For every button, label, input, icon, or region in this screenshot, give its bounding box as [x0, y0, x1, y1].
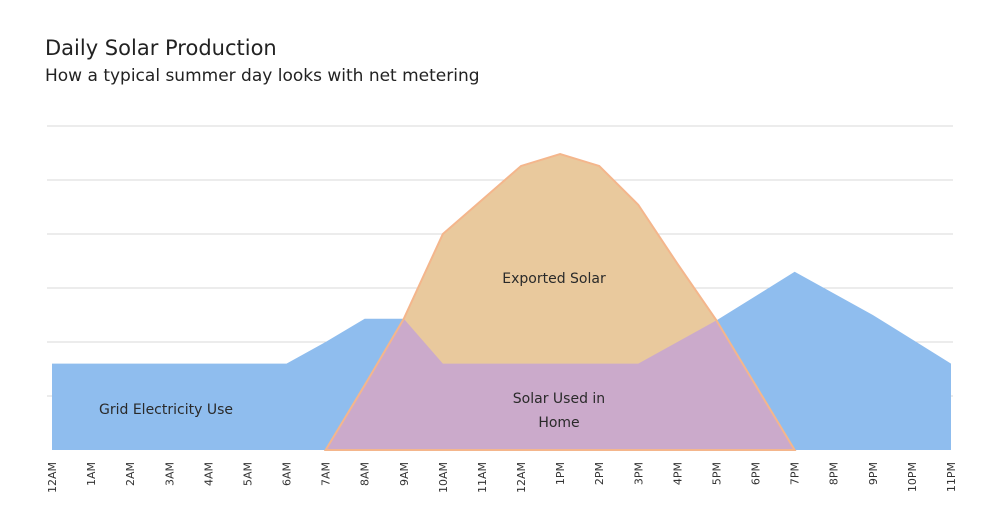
chart-title: Daily Solar Production [45, 36, 277, 60]
x-tick-label: 8PM [828, 462, 841, 485]
x-tick-label: 3PM [632, 462, 645, 485]
x-tick-label: 6AM [281, 462, 294, 486]
annotation-solar-used-line1: Solar Used in [513, 391, 605, 407]
chart-subtitle: How a typical summer day looks with net … [45, 66, 480, 86]
x-tick-label: 7PM [789, 462, 802, 485]
x-tick-label: 5AM [241, 462, 254, 486]
x-tick-label: 1PM [554, 462, 567, 485]
x-tick-label: 5PM [710, 462, 723, 485]
x-tick-label: 9PM [867, 462, 880, 485]
x-tick-label: 3AM [163, 462, 176, 486]
x-tick-label: 10PM [906, 462, 919, 492]
x-tick-label: 7AM [320, 462, 333, 486]
solar-used-area [52, 318, 951, 450]
annotation-solar-used-line2: Home [538, 415, 579, 431]
annotation-exported-solar: Exported Solar [502, 271, 606, 287]
x-tick-label: 11PM [945, 462, 958, 492]
x-tick-label: 11AM [476, 462, 489, 493]
x-tick-label: 12AM [515, 462, 528, 493]
x-tick-label: 12AM [46, 462, 59, 493]
x-tick-label: 4PM [671, 462, 684, 485]
x-tick-label: 10AM [437, 462, 450, 493]
x-tick-label: 4AM [202, 462, 215, 486]
x-tick-label: 6PM [750, 462, 763, 485]
x-tick-label: 2PM [593, 462, 606, 485]
x-tick-label: 2AM [124, 462, 137, 486]
solar-outline [323, 153, 797, 451]
x-tick-label: 1AM [85, 462, 98, 486]
x-tick-label: 8AM [359, 462, 372, 486]
x-tick-label: 9AM [398, 462, 411, 486]
annotation-grid-use: Grid Electricity Use [99, 402, 233, 418]
